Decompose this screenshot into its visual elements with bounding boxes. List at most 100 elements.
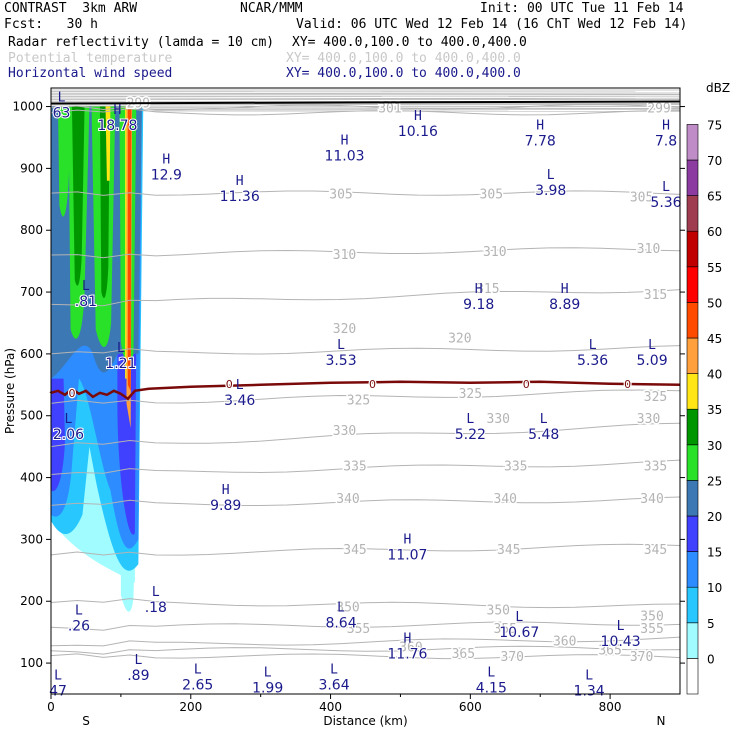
reflectivity-region — [127, 106, 132, 391]
theta-contour — [50, 104, 681, 111]
y-tick-label: 400 — [20, 471, 43, 485]
theta-label: 355 — [347, 622, 370, 637]
colorbar-swatch — [686, 124, 699, 161]
colorbar-swatch — [686, 230, 699, 268]
theta-label: 370 — [501, 650, 524, 665]
wind-extremum-value: 11.36 — [220, 189, 260, 205]
wind-extremum-value: 10.43 — [601, 634, 641, 650]
theta-label: 345 — [497, 543, 520, 558]
theta-label: 345 — [343, 543, 366, 558]
field-wind-name: Horizontal wind speed — [8, 66, 173, 81]
wind-extremum-value: .26 — [68, 619, 90, 635]
colorbar-level-label: 70 — [707, 154, 722, 168]
theta-label: 330 — [333, 424, 356, 439]
colorbar-level-label: 5 — [707, 617, 715, 631]
colorbar-level-label: 20 — [707, 510, 722, 524]
wind-extremum-type: L — [466, 412, 474, 427]
wind-extremum-value: 7.78 — [525, 133, 556, 149]
y-tick-label: 800 — [20, 223, 43, 237]
colorbar-level-label: 25 — [707, 474, 722, 488]
x-tick-label: 400 — [319, 700, 342, 714]
wind-extremum-value: 18.78 — [97, 118, 137, 134]
colorbar-level-label: 75 — [707, 118, 722, 132]
theta-upper-line — [50, 92, 681, 95]
wind-extremum-type: H — [236, 174, 244, 189]
theta-label: 310 — [637, 242, 660, 257]
wind-extremum-value: 5.36 — [650, 195, 681, 211]
field-reflectivity-xy: XY= 400.0,100.0 to 400.0,400.0 — [292, 35, 527, 50]
wind-extremum-value: 9.18 — [463, 297, 494, 313]
colorbar-swatch — [686, 551, 699, 588]
colorbar-level-label: 50 — [707, 296, 722, 310]
colorbar-swatch — [686, 622, 699, 659]
wind-extremum-type: H — [662, 118, 670, 133]
colorbar-swatch — [686, 408, 699, 446]
wind-extremum-type: L — [75, 604, 83, 619]
plot-area — [51, 88, 680, 694]
x-tick-label: 0 — [47, 700, 55, 714]
wind-extremum-type: L — [236, 378, 244, 393]
theta-contour — [50, 598, 681, 609]
x-end-label-left: S — [82, 714, 90, 728]
wind-extremum-type: L — [58, 90, 66, 105]
wind-extremum-type: L — [134, 653, 142, 668]
colorbar-swatch — [686, 302, 699, 339]
theta-label: 335 — [343, 459, 366, 474]
field-theta-name: Potential temperature — [8, 51, 173, 66]
wind-extremum-type: H — [475, 282, 483, 297]
x-end-label-right: N — [657, 714, 666, 728]
wind-extremum-type: L — [337, 601, 345, 616]
theta-contour — [50, 621, 681, 631]
forecast-hour: Fcst: 30 h — [4, 17, 98, 32]
wind-extremum-type: L — [152, 585, 160, 600]
wind-extremum-type: L — [648, 338, 656, 353]
wind-extremum-value: 5.36 — [577, 353, 608, 369]
colorbar-title: dBZ — [706, 81, 730, 95]
wind-extremum-type: L — [585, 669, 593, 684]
wind-extremum-value: 5.09 — [636, 353, 667, 369]
wind-extremum-type: H — [414, 109, 422, 124]
colorbar-level-label: 55 — [707, 261, 722, 275]
wind-extremum-value: 1.99 — [252, 681, 283, 697]
colorbar-level-label: 0 — [707, 652, 715, 666]
theta-contour — [50, 653, 681, 660]
theta-contour — [50, 422, 681, 448]
wind-extremum-value: 4.15 — [476, 681, 507, 697]
theta-contour — [50, 636, 681, 647]
wind-extremum-value: 5.22 — [455, 427, 486, 443]
theta-label: 340 — [640, 492, 663, 507]
theta-label: 320 — [333, 322, 356, 337]
colorbar-level-label: 60 — [707, 225, 722, 239]
wind-extremum-value: 3.64 — [318, 677, 349, 693]
wind-extremum-value: 10.16 — [398, 124, 438, 140]
colorbar-swatch — [686, 515, 699, 552]
theta-contour — [50, 345, 681, 355]
ground-line — [50, 100, 681, 105]
wind-extremum-value: 63 — [53, 105, 71, 121]
wind-extremum-value: .81 — [75, 294, 97, 310]
theta-contour — [50, 108, 680, 116]
wind-extremum-type: L — [337, 338, 345, 353]
wind-extremum-value: .18 — [145, 600, 167, 616]
wind-extremum-type: H — [404, 632, 412, 647]
colorbar-swatch — [686, 337, 699, 374]
colorbar-swatch — [686, 658, 699, 695]
init-time: Init: 00 UTC Tue 11 Feb 14 — [480, 1, 684, 16]
wind-extremum-type: L — [589, 338, 597, 353]
wind-extremum-value: 2.06 — [53, 427, 84, 443]
wind-extremum-type: L — [65, 412, 73, 427]
theta-label: 345 — [644, 543, 667, 558]
theta-label: 335 — [504, 459, 527, 474]
theta-label: 360 — [399, 641, 422, 656]
reflectivity-region — [105, 106, 111, 181]
colorbar-level-label: 15 — [707, 546, 722, 560]
wind-extremum-value: 3.46 — [224, 393, 255, 409]
wind-extremum-value: 8.64 — [325, 616, 356, 632]
wind-extremum-value: 12.9 — [151, 167, 182, 183]
theta-label: 325 — [644, 390, 667, 405]
colorbar-swatch — [686, 195, 699, 232]
wind-extremum-type: L — [487, 666, 495, 681]
theta-label: 350 — [487, 604, 510, 619]
wind-extremum-type: H — [222, 483, 230, 498]
wind-extremum-type: H — [561, 282, 569, 297]
